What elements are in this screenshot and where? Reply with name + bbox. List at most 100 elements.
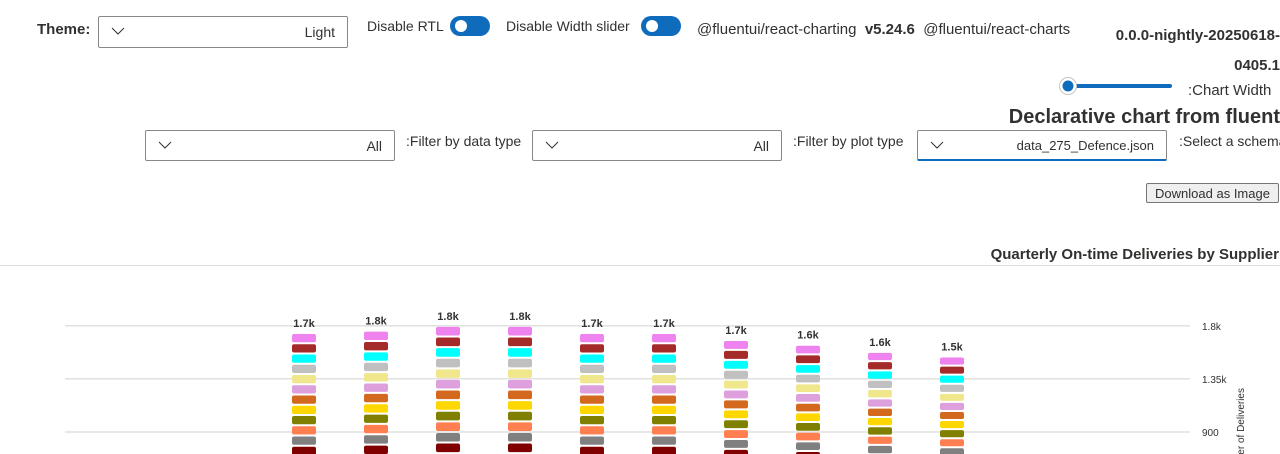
chevron — [158, 141, 172, 149]
bar-segment — [580, 364, 604, 373]
bar-segment — [724, 449, 748, 454]
schema-dropdown[interactable]: data_275_Defence.json — [917, 130, 1167, 161]
bar-segment — [940, 411, 964, 420]
bar-segment — [508, 443, 532, 453]
bar-segment — [580, 354, 604, 363]
bar-segment — [436, 379, 460, 389]
bar-segment — [724, 430, 748, 439]
chart-width-slider[interactable] — [1058, 76, 1178, 96]
rtl-label: Disable RTL — [367, 18, 444, 34]
package-version: 0.0.0-nightly-20250618-0405.1 — [1115, 27, 1280, 74]
bar-segment — [364, 383, 388, 392]
bar-segment — [652, 395, 676, 404]
bar-segment — [508, 432, 532, 442]
bar-segment — [292, 344, 316, 353]
bar-segment — [436, 422, 460, 431]
bar-segment — [580, 436, 604, 445]
bar-segment — [364, 435, 388, 444]
bar-segment — [364, 331, 388, 340]
y-tick-label: 1.35k — [1202, 375, 1227, 386]
bar-segment — [940, 430, 964, 438]
total-label: 1.7k — [581, 318, 603, 330]
y-axis-title: Number of Deliveries — [1236, 388, 1247, 454]
bar-segment — [652, 405, 676, 414]
data-type-value: All — [366, 138, 382, 154]
bar-segment — [868, 427, 892, 435]
bar-segment — [508, 326, 532, 336]
bar-segment — [940, 375, 964, 383]
width-slider-toggle[interactable] — [641, 16, 681, 36]
bar-segment — [796, 423, 820, 431]
bar-segment — [580, 446, 604, 454]
package-name: @fluentui/react-charting — [697, 21, 857, 38]
bar-segment — [292, 354, 316, 363]
bar-segment — [436, 326, 460, 336]
bar-segment — [796, 432, 820, 441]
bar-segment — [364, 373, 388, 382]
bar-segment — [652, 333, 676, 343]
bar-segment — [436, 348, 460, 357]
total-label: 1.7k — [653, 318, 675, 330]
bar-segment — [292, 446, 316, 454]
bar-segment — [724, 410, 748, 419]
bar-segment — [292, 364, 316, 373]
package-version: v5.24.6 — [864, 21, 915, 38]
bar-segment — [292, 395, 316, 404]
bar-segment — [292, 426, 316, 435]
bar-segment — [652, 354, 676, 363]
bar-segment — [364, 445, 388, 454]
total-label: 1.5k — [941, 342, 963, 354]
bar-segment — [508, 379, 532, 389]
total-label: 1.8k — [365, 316, 387, 328]
package-name: @fluentui/react-charts — [923, 21, 1071, 38]
total-label: 1.7k — [293, 318, 315, 330]
bar-segment — [940, 421, 964, 429]
download-button[interactable]: Download as Image — [1146, 183, 1279, 203]
plot-type-value: All — [753, 138, 769, 154]
bar-segment — [364, 404, 388, 413]
bar-segment — [292, 415, 316, 425]
total-label: 1.6k — [797, 330, 819, 342]
rtl-toggle[interactable] — [450, 16, 490, 36]
chevron — [111, 27, 125, 35]
y-tick-label: 900 — [1202, 428, 1219, 439]
bar-segment — [508, 411, 532, 421]
bar-segment — [868, 399, 892, 407]
bar-segment — [724, 400, 748, 409]
theme-dropdown[interactable]: Light — [98, 16, 348, 48]
schema-label: :Select a schema — [1179, 133, 1280, 149]
slider-thumb[interactable] — [1059, 77, 1077, 95]
data-type-dropdown[interactable]: All — [145, 130, 395, 161]
bar-segment — [796, 413, 820, 422]
total-label: 1.6k — [869, 337, 891, 349]
bar-segment — [364, 341, 388, 351]
bar-segment — [580, 415, 604, 425]
total-label: 1.8k — [437, 311, 459, 323]
schema-value: data_275_Defence.json — [1016, 138, 1154, 153]
bar-segment — [436, 411, 460, 421]
plot-type-dropdown[interactable]: All — [532, 130, 782, 161]
bar-segment — [868, 445, 892, 454]
bar-segment — [364, 352, 388, 361]
bar-segment — [580, 344, 604, 353]
package-info: @fluentui/react-charting v5.24.6 @fluent… — [697, 21, 1070, 38]
bar-segment — [652, 426, 676, 435]
bar-segment — [868, 371, 892, 379]
theme-value: Light — [304, 24, 335, 40]
bar-segment — [796, 365, 820, 373]
bar-segment — [436, 390, 460, 400]
bar-segment — [364, 414, 388, 423]
bar-segment — [364, 362, 388, 372]
bar-segment — [436, 369, 460, 378]
bar-segment — [940, 439, 964, 447]
bar-segment — [292, 374, 316, 384]
bar-segment — [580, 333, 604, 343]
bar-segment — [940, 384, 964, 392]
chevron — [930, 141, 944, 149]
data-type-label: :Filter by data type — [406, 133, 522, 149]
bar-segment — [940, 448, 964, 454]
bar-segment — [652, 364, 676, 373]
total-label: 1.7k — [725, 325, 747, 337]
bar-segment — [796, 384, 820, 393]
